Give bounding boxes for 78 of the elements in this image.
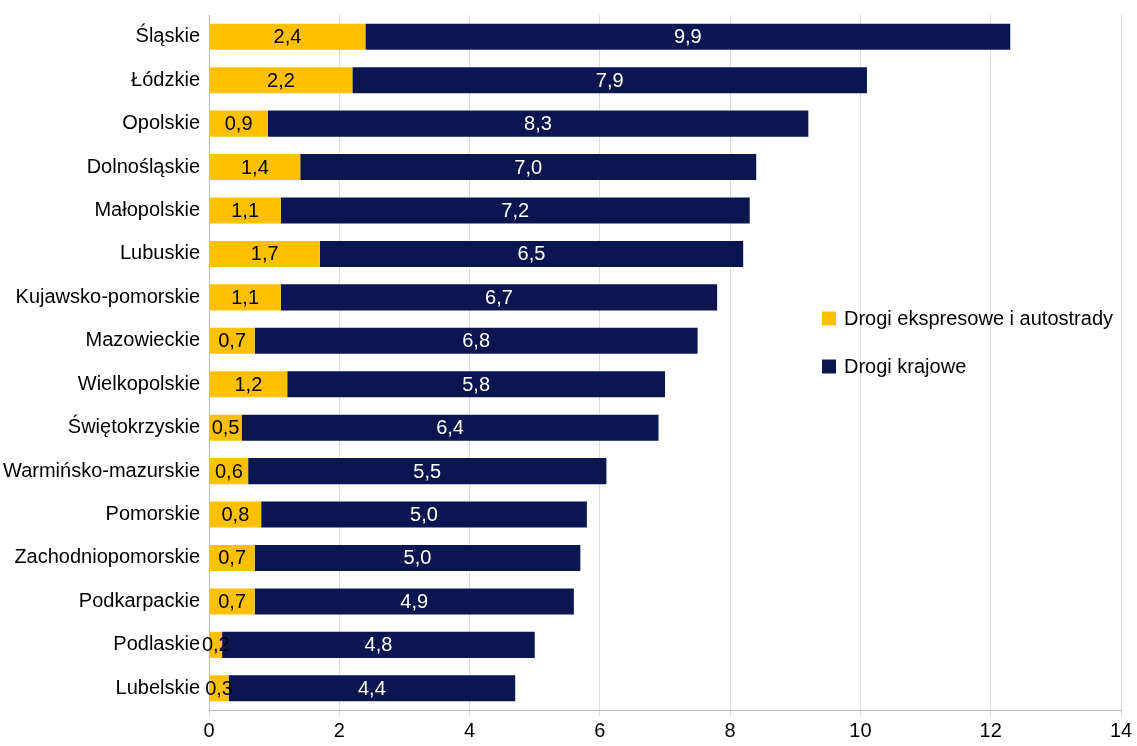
bar: [261, 501, 587, 528]
bar: [287, 371, 666, 398]
bar: [248, 458, 607, 485]
data-label: 0,9: [224, 112, 253, 135]
bar: [209, 197, 281, 224]
data-label: 2,4: [273, 25, 302, 48]
data-label: 0,6: [214, 459, 243, 482]
bar: [352, 67, 867, 94]
y-tick-label: Podlaskie: [113, 632, 201, 655]
data-label: 7,0: [514, 155, 543, 178]
bar: [300, 154, 757, 181]
data-label: 5,5: [413, 459, 442, 482]
data-label: 1,1: [231, 285, 260, 308]
bar: [209, 240, 320, 267]
x-tick-label: 4: [464, 718, 476, 741]
data-label: 5,0: [403, 546, 432, 569]
x-tick-label: 14: [1109, 718, 1133, 741]
bar: [209, 284, 281, 311]
bar: [280, 284, 718, 311]
y-tick-label: Łódzkie: [131, 67, 201, 90]
bar: [280, 197, 750, 224]
bar: [254, 588, 574, 615]
y-tick-label: Warmińsko-mazurskie: [3, 458, 201, 481]
y-tick-label: Lubelskie: [115, 675, 201, 698]
bar: [254, 327, 698, 354]
y-tick-label: Podkarpackie: [78, 588, 201, 611]
data-label: 7,9: [595, 68, 624, 91]
data-label: 6,4: [436, 416, 464, 439]
data-label: 0,5: [211, 416, 240, 439]
data-label: 0,8: [221, 503, 250, 526]
data-label: 4,9: [400, 589, 429, 612]
y-tick-label: Mazowieckie: [85, 328, 201, 351]
data-label: 0,7: [218, 589, 247, 612]
data-label: 8,3: [524, 112, 552, 135]
y-tick-label: Świętokrzyskie: [67, 414, 201, 438]
x-tick-label: 8: [724, 718, 736, 741]
data-label: 5,0: [410, 503, 438, 526]
y-tick-label: Zachodniopomorskie: [14, 545, 201, 568]
data-label: 6,7: [485, 285, 513, 308]
y-tick-label: Śląskie: [135, 23, 201, 47]
x-tick-label: 6: [594, 718, 606, 741]
x-tick-label: 0: [203, 718, 215, 741]
bar: [267, 110, 809, 137]
bar: [254, 544, 581, 571]
legend-label: Drogi krajowe: [843, 355, 967, 378]
bar: [209, 67, 353, 94]
data-label: 6,8: [462, 329, 491, 352]
data-label: 1,7: [250, 242, 279, 265]
legend-label: Drogi ekspresowe i autostrady: [843, 307, 1113, 330]
data-label: 9,9: [673, 25, 702, 48]
bar: [365, 23, 1011, 50]
y-tick-label: Pomorskie: [105, 502, 201, 525]
bar: [209, 371, 288, 398]
x-tick-label: 2: [333, 718, 345, 741]
data-label: 0,2: [201, 633, 230, 656]
y-tick-label: Wielkopolskie: [77, 371, 201, 394]
data-label: 0,7: [218, 329, 247, 352]
x-tick-label: 12: [979, 718, 1002, 741]
x-tick-label: 10: [849, 718, 872, 741]
bar: [241, 414, 659, 441]
data-label: 2,2: [267, 68, 295, 91]
y-tick-label: Małopolskie: [94, 197, 201, 220]
data-label: 1,4: [241, 155, 269, 178]
y-tick-label: Lubuskie: [120, 241, 201, 264]
data-label: 4,4: [358, 676, 386, 699]
y-tick-label: Opolskie: [122, 111, 201, 134]
data-label: 1,1: [231, 198, 260, 221]
data-label: 0,7: [218, 546, 247, 569]
y-tick-label: Kujawsko-pomorskie: [15, 284, 201, 307]
data-label: 4,8: [364, 633, 393, 656]
data-label: 6,5: [517, 242, 546, 265]
data-label: 7,2: [501, 198, 530, 221]
bar: [209, 23, 366, 50]
bar: [319, 240, 744, 267]
data-label: 1,2: [234, 372, 263, 395]
bar: [209, 154, 301, 181]
data-label: 5,8: [462, 372, 491, 395]
y-tick-label: Dolnośląskie: [86, 154, 201, 177]
